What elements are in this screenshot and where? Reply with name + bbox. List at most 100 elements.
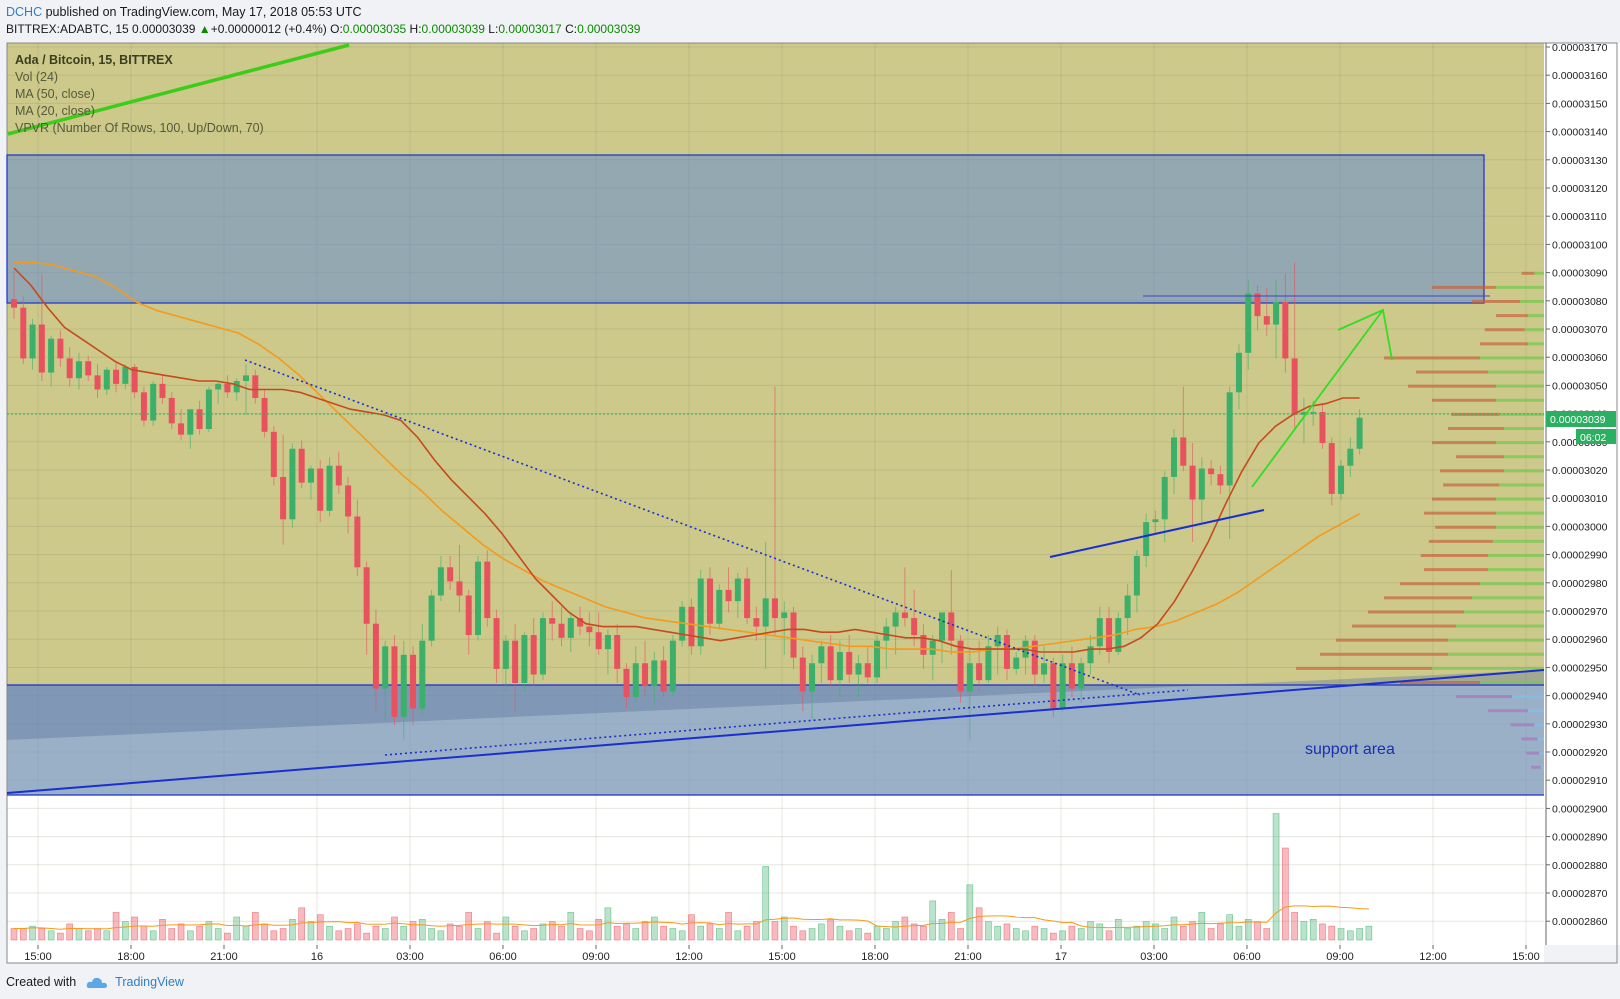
- price-tick-label: 0.00002990: [1552, 550, 1608, 562]
- volume-bar: [233, 916, 241, 941]
- volume-bar: [307, 921, 315, 941]
- volume-bar: [818, 923, 825, 941]
- volume-bar: [938, 918, 946, 941]
- volume-bar: [344, 928, 352, 941]
- candle-body: [697, 578, 704, 647]
- volume-bar: [799, 930, 807, 941]
- candle-body: [215, 383, 222, 390]
- candle-body: [614, 635, 621, 669]
- volume-bar: [1263, 928, 1271, 941]
- volume-bar: [651, 916, 658, 941]
- volume-bar: [112, 912, 120, 941]
- volume-bar: [725, 912, 732, 941]
- vpvr-bar-down: [1336, 638, 1448, 642]
- candle-body: [150, 383, 157, 421]
- candle-body: [400, 654, 407, 717]
- volume-bar: [196, 925, 203, 941]
- candle-body: [781, 612, 788, 619]
- candle-body: [1171, 437, 1177, 477]
- volume-bar: [177, 923, 185, 941]
- volume-bar: [734, 930, 742, 941]
- candle-body: [1050, 663, 1057, 709]
- volume-bar: [743, 925, 751, 941]
- candle-body: [1226, 392, 1233, 486]
- volume-bar: [901, 916, 909, 941]
- candle-body: [233, 381, 240, 393]
- vpvr-bar-down: [1296, 666, 1432, 670]
- candle-body: [335, 465, 342, 486]
- volume-bar: [57, 932, 64, 941]
- candle-body: [456, 581, 463, 596]
- candle-body: [178, 423, 185, 435]
- support-zone-box: [7, 685, 1544, 795]
- volume-bar: [251, 912, 259, 941]
- volume-bar: [94, 928, 101, 941]
- volume-bar: [29, 925, 36, 941]
- volume-bar: [1077, 928, 1085, 941]
- candle-body: [1180, 437, 1187, 466]
- legend-ma20[interactable]: MA (20, close): [15, 104, 95, 118]
- vpvr-bar-down: [1420, 554, 1488, 557]
- vpvr-bar-up: [1480, 681, 1544, 684]
- volume-bar: [428, 928, 435, 941]
- price-tick-label: 0.00002980: [1552, 578, 1608, 590]
- volume-bar: [502, 916, 510, 941]
- volume-bar: [140, 925, 148, 941]
- low-value: 0.00003017: [498, 22, 562, 36]
- volume-bar: [678, 930, 686, 941]
- candle-body: [669, 640, 676, 692]
- change-arrow-icon: ▲: [198, 22, 211, 36]
- vpvr-bar-up: [1534, 271, 1544, 275]
- candle-body: [901, 612, 908, 619]
- vpvr-bar-up: [1504, 469, 1544, 473]
- volume-ma-line: [14, 905, 1369, 930]
- candle-body: [1300, 412, 1307, 415]
- legend-volume[interactable]: Vol (24): [15, 70, 58, 84]
- candle-body: [753, 618, 760, 627]
- projection-arrow-head: [1337, 308, 1393, 361]
- volume-bar: [1217, 923, 1224, 941]
- candle-body: [929, 640, 936, 655]
- candle-body: [818, 646, 825, 664]
- candle-body: [604, 635, 611, 650]
- price-tick-label: 0.00002870: [1552, 888, 1608, 900]
- legend-vpvr[interactable]: VPVR (Number Of Rows, 100, Up/Down, 70): [15, 121, 264, 135]
- candle-body: [725, 589, 732, 602]
- candle-body: [493, 618, 500, 669]
- candle-body: [836, 651, 843, 681]
- volume-bar: [103, 930, 111, 941]
- time-tick-label: 18:00: [117, 951, 145, 963]
- price-tick-label: 0.00002930: [1552, 719, 1608, 731]
- volume-bar: [1235, 925, 1243, 941]
- volume-bar: [641, 921, 649, 941]
- price-tick-label: 0.00003020: [1552, 465, 1608, 477]
- vpvr-bar-up: [1496, 525, 1544, 529]
- volume-bar: [187, 930, 194, 941]
- price-chart[interactable]: Ada / Bitcoin, 15, BITTREX Vol (24) MA (…: [0, 0, 1620, 970]
- volume-bar: [567, 912, 575, 941]
- volume-bar: [836, 925, 844, 941]
- candle-body: [707, 578, 713, 624]
- volume-bar: [790, 925, 797, 941]
- volume-bar: [539, 923, 547, 941]
- volume-bar: [446, 923, 454, 941]
- volume-bar: [1142, 921, 1150, 941]
- vpvr-bar-up: [1524, 328, 1544, 332]
- legend-ma50[interactable]: MA (50, close): [15, 87, 95, 101]
- author-link[interactable]: DCHC: [6, 5, 43, 19]
- publish-text: published on TradingView.com, May 17, 20…: [42, 5, 362, 19]
- candle-body: [744, 578, 751, 619]
- candle-body: [270, 431, 277, 477]
- vpvr-bar-down: [1320, 652, 1448, 656]
- volume-bar: [1050, 932, 1057, 941]
- volume-bar: [975, 907, 983, 941]
- last-price: 0.00003039: [132, 22, 196, 36]
- volume-bar: [753, 921, 760, 941]
- candle-body: [280, 476, 287, 520]
- candle-body: [994, 635, 1001, 647]
- volume-bar: [808, 928, 816, 941]
- candle-body: [1087, 646, 1094, 664]
- candle-body: [1263, 316, 1270, 325]
- volume-bar: [1300, 921, 1308, 941]
- tradingview-link[interactable]: TradingView: [115, 975, 184, 989]
